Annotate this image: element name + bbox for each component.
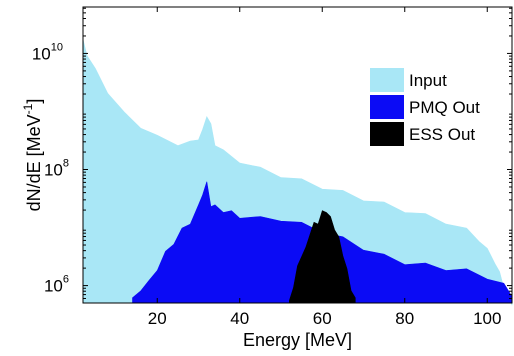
legend-label-input: Input xyxy=(409,71,447,90)
legend-swatch-input xyxy=(370,68,404,92)
legend: Input PMQ Out ESS Out xyxy=(370,68,480,146)
x-tick-label: 40 xyxy=(230,309,249,328)
y-tick-label-exponent: 6 xyxy=(63,274,69,286)
y-tick-label-base: 10 xyxy=(44,161,63,180)
y-axis-label-exponent: -1 xyxy=(21,103,35,114)
legend-label-pmq-out: PMQ Out xyxy=(409,98,480,117)
y-axis-label-close: ] xyxy=(24,99,44,104)
legend-swatch-ess-out xyxy=(370,122,404,146)
y-tick-label-base: 10 xyxy=(44,277,63,296)
plot-marks xyxy=(82,39,513,306)
y-tick-label: 106 xyxy=(44,274,69,296)
legend-swatch-pmq-out xyxy=(370,95,404,119)
series-area-ess-out xyxy=(289,210,356,304)
x-tick-label: 20 xyxy=(148,309,167,328)
x-tick-label: 100 xyxy=(473,309,501,328)
y-tick-label-base: 10 xyxy=(32,44,51,63)
y-tick-label: 1010 xyxy=(32,41,63,63)
y-tick-label: 108 xyxy=(44,158,69,180)
plot-frame xyxy=(82,6,513,304)
x-tick-label: 60 xyxy=(313,309,332,328)
legend-label-ess-out: ESS Out xyxy=(409,125,475,144)
y-tick-label-exponent: 8 xyxy=(63,158,69,170)
y-axis-label: dN/dE [MeV-1] xyxy=(21,99,44,212)
x-tick-label: 80 xyxy=(395,309,414,328)
y-axis-label-main: dN/dE [MeV xyxy=(24,114,44,211)
y-tick-label-exponent: 10 xyxy=(51,41,63,53)
x-axis-label: Energy [MeV] xyxy=(243,330,352,350)
